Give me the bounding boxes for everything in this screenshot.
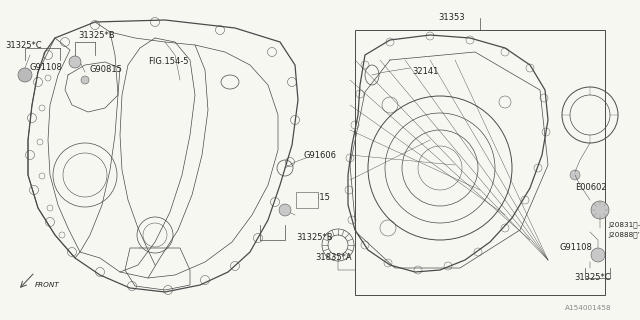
Text: 31325*B: 31325*B — [78, 30, 115, 39]
Text: A154001458: A154001458 — [565, 305, 612, 311]
Text: G90815: G90815 — [298, 194, 331, 203]
Circle shape — [570, 170, 580, 180]
Text: FRONT: FRONT — [35, 282, 60, 288]
Circle shape — [279, 204, 291, 216]
Text: 31835*A: 31835*A — [315, 253, 351, 262]
Text: J20831〈-’16MY1509〉: J20831〈-’16MY1509〉 — [608, 222, 640, 228]
Text: G91108: G91108 — [560, 244, 593, 252]
Circle shape — [81, 76, 89, 84]
Text: 32141: 32141 — [412, 68, 438, 76]
Text: G90815: G90815 — [90, 66, 123, 75]
Text: 31325*B: 31325*B — [296, 233, 333, 242]
Text: 31325*C: 31325*C — [5, 41, 42, 50]
Text: E00602: E00602 — [575, 183, 607, 193]
Circle shape — [591, 248, 605, 262]
Text: FIG.154-5: FIG.154-5 — [148, 58, 189, 67]
Text: G91108: G91108 — [30, 63, 63, 73]
Circle shape — [69, 56, 81, 68]
FancyBboxPatch shape — [296, 192, 318, 208]
Text: J20888〈’16MY1509-〉: J20888〈’16MY1509-〉 — [608, 232, 640, 238]
Circle shape — [18, 68, 32, 82]
Circle shape — [591, 201, 609, 219]
Text: 31353: 31353 — [438, 13, 465, 22]
Text: G91606: G91606 — [304, 150, 337, 159]
Text: 31325*C: 31325*C — [574, 274, 611, 283]
